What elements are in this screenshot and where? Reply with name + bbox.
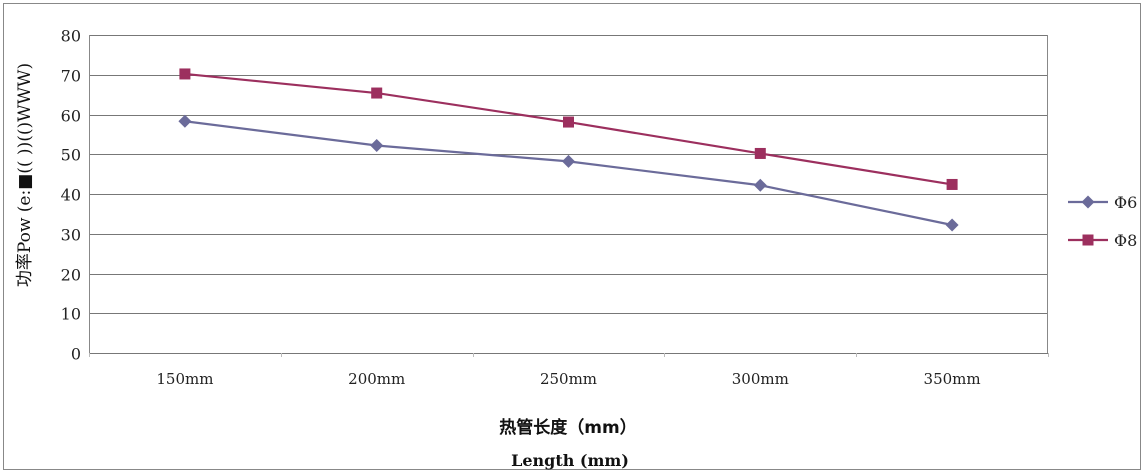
legend-label: Φ6	[1114, 193, 1137, 212]
axes: 0 10 20 30 40 50 60 70 80 150mm 200mm 250mm 300mm 350…	[61, 27, 1049, 388]
data-point-diamond	[1081, 195, 1095, 209]
data-point-square	[179, 68, 191, 80]
data-point-diamond	[370, 139, 384, 153]
legend-item: Φ6	[1068, 193, 1137, 212]
y-tick-label: 10	[61, 305, 81, 324]
chart-border	[3, 3, 1141, 470]
data-point-square	[1082, 234, 1094, 246]
x-tick-label: 300mm	[732, 370, 789, 388]
y-tick-label: 20	[61, 266, 81, 285]
data-point-square	[754, 147, 766, 159]
legend: Φ6 Φ8	[1068, 193, 1137, 250]
y-tick-label: 70	[61, 67, 81, 86]
y-tick-label: 40	[61, 186, 81, 205]
x-tick-label: 150mm	[156, 370, 213, 388]
data-point-diamond	[753, 178, 767, 192]
series-2	[179, 68, 958, 190]
legend-item: Φ8	[1068, 231, 1137, 250]
x-tick-label: 200mm	[348, 370, 405, 388]
data-point-square	[371, 87, 383, 99]
legend-label: Φ8	[1114, 231, 1137, 250]
data-point-diamond	[562, 154, 575, 168]
y-tick-label: 30	[61, 226, 81, 245]
data-point-square	[563, 116, 574, 128]
y-tick-label: 0	[71, 345, 81, 364]
data-point-diamond	[178, 114, 192, 128]
data-point-square	[946, 178, 958, 190]
series-1	[178, 114, 959, 232]
x-axis-title: 热管长度（mm）	[499, 417, 636, 438]
y-tick-label: 50	[61, 146, 81, 165]
grid-lines	[89, 35, 1048, 354]
series-line	[184, 120, 953, 227]
x-tick-label: 250mm	[540, 370, 597, 388]
x-axis-title-english: Length (mm)	[511, 451, 629, 470]
data-point-diamond	[945, 218, 959, 232]
x-tick-label: 350mm	[924, 370, 981, 388]
y-tick-label: 80	[61, 27, 81, 46]
y-tick-label: 60	[61, 107, 81, 126]
series-layer	[178, 68, 959, 232]
y-axis-title: 功率Pow (e:■(( ))(()WWW)	[15, 63, 35, 287]
